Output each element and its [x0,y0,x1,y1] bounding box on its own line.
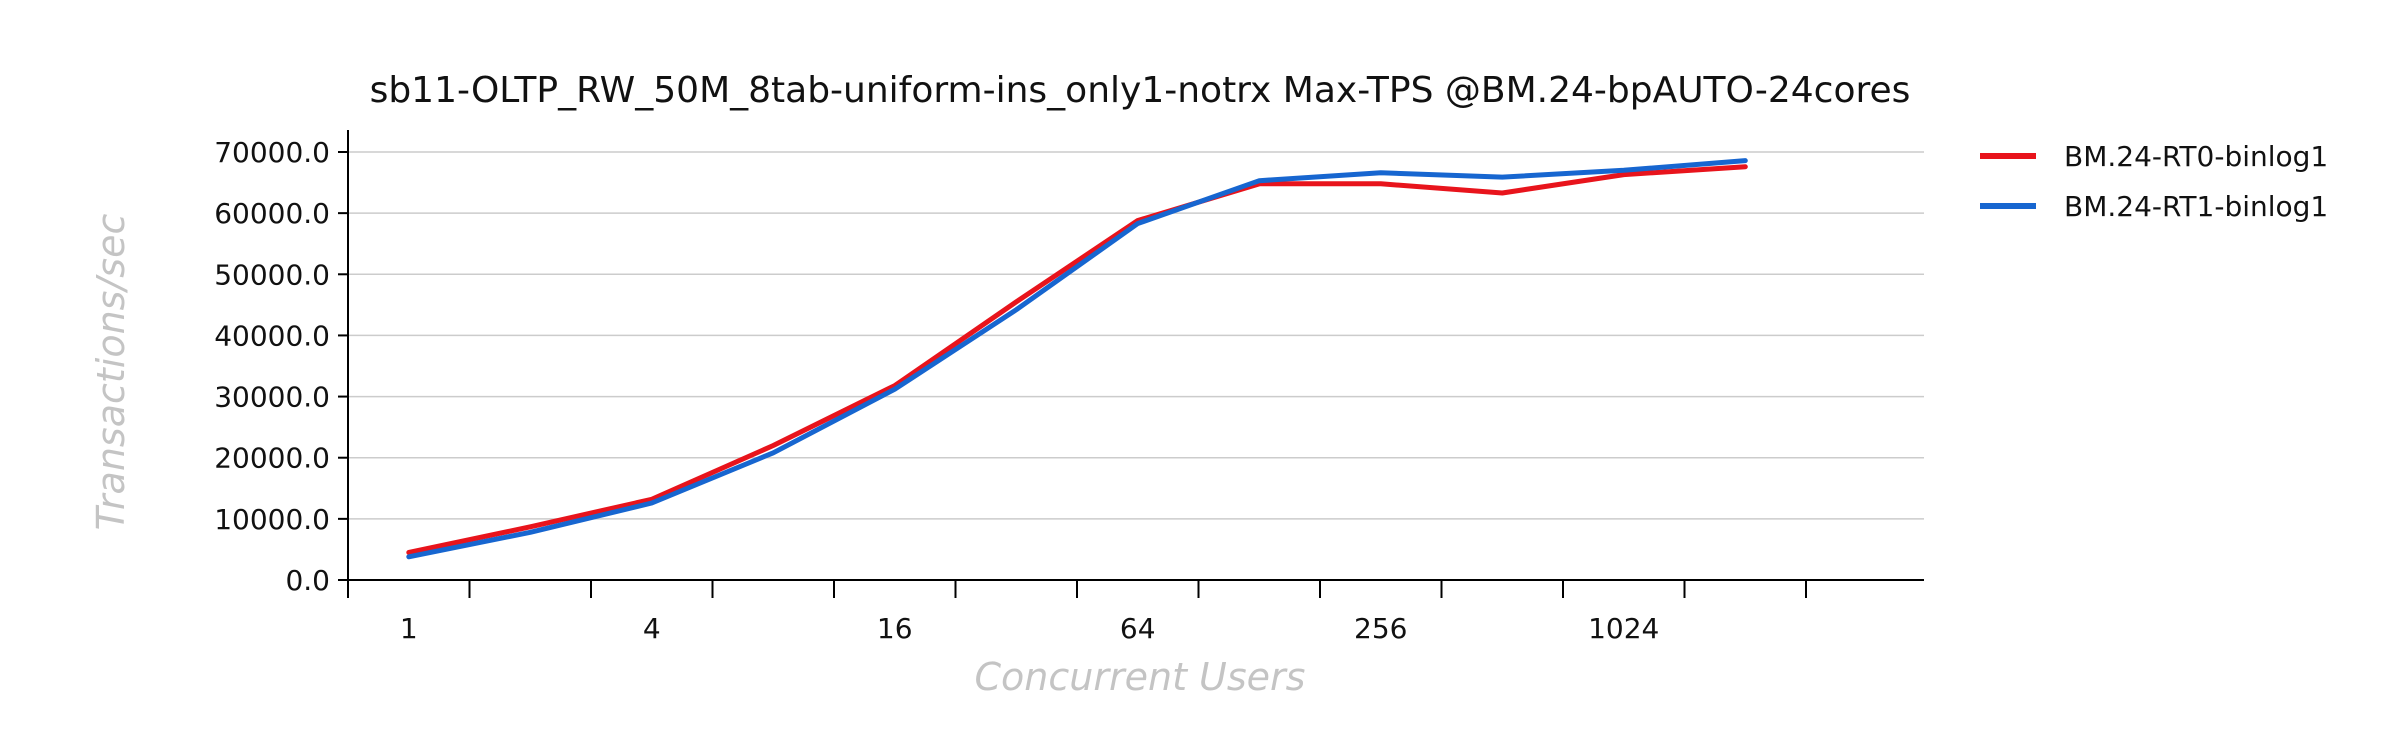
y-tick-label: 50000.0 [214,258,330,291]
series-line [406,158,1748,560]
x-axis-label: Concurrent Users [975,655,1306,699]
grid-lines [348,151,1924,520]
y-tick-label: 40000.0 [214,319,330,352]
series-line [406,164,1748,555]
x-tick-label: 4 [643,612,661,645]
series-lines [406,158,1748,560]
chart-title: sb11-OLTP_RW_50M_8tab-uniform-ins_only1-… [370,70,1911,111]
x-tick-label: 16 [877,612,913,645]
legend: BM.24-RT0-binlog1 BM.24-RT1-binlog1 [1980,140,2328,223]
legend-label: BM.24-RT0-binlog1 [2064,140,2328,173]
y-axis-ticks: 0.0 10000.0 20000.0 30000.0 40000.0 50000.0 60… [214,136,348,597]
legend-label: BM.24-RT1-binlog1 [2064,190,2328,223]
x-tick-label: 1 [400,612,418,645]
y-tick-label: 60000.0 [214,197,330,230]
y-tick-label: 10000.0 [214,503,330,536]
x-tick-label: 64 [1120,612,1156,645]
x-tick-label: 256 [1354,612,1407,645]
x-tick-label: 1024 [1588,612,1659,645]
y-tick-label: 20000.0 [214,442,330,475]
x-axis-ticks: 1 4 16 64 256 1024 [347,580,1807,645]
y-axis-label: Transactions/sec [89,214,133,531]
y-tick-label: 70000.0 [214,136,330,169]
y-tick-label: 0.0 [285,564,330,597]
y-tick-label: 30000.0 [214,381,330,414]
